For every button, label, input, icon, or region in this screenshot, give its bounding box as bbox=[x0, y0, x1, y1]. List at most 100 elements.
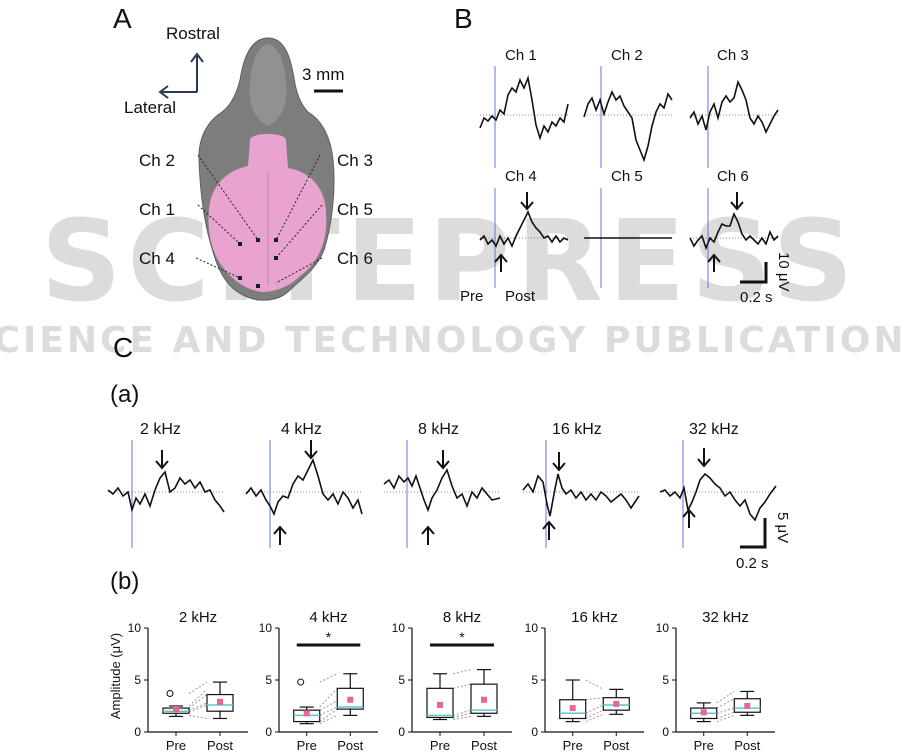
paired-line bbox=[452, 709, 472, 716]
x-tick-label: Pre bbox=[694, 738, 714, 753]
panel-c-a: 2 kHz 4 kHz 8 kHz 16 kHz 32 kHz bbox=[107, 421, 791, 572]
y-tick-label: 0 bbox=[134, 725, 141, 739]
box-plot-1: 4 kHz 0 5 10 Pre Post * bbox=[259, 609, 378, 753]
paired-line bbox=[716, 698, 735, 709]
ca-stimulus-lines bbox=[131, 440, 684, 548]
watermark-sub: SCIENCE AND TECHNOLOGY PUBLICATIONS bbox=[0, 320, 901, 361]
label-ch3: Ch 3 bbox=[337, 151, 373, 170]
panel-a: Rostral Lateral 3 mm Ch 2 Ch 3 Ch 1 Ch 5… bbox=[124, 24, 373, 301]
ca-title-2k: 2 kHz bbox=[140, 421, 181, 438]
mean-marker bbox=[217, 698, 223, 705]
paired-line bbox=[319, 714, 338, 725]
electrodes bbox=[238, 238, 278, 288]
b-trace-ch4 bbox=[479, 210, 569, 248]
box-plots: 2 kHz 0 5 10 Pre Post 4 kHz 0 5 10 Pre Post * 8 kHz 0 5… bbox=[128, 609, 775, 753]
label-ch4: Ch 4 bbox=[139, 249, 175, 268]
ca-trace-16k bbox=[522, 473, 640, 517]
paired-line bbox=[452, 683, 472, 689]
panel-label-a: A bbox=[113, 3, 132, 34]
mean-marker bbox=[481, 696, 487, 703]
b-trace-ch6 bbox=[689, 211, 779, 251]
watermark: SCITEPRESS SCIENCE AND TECHNOLOGY PUBLIC… bbox=[0, 197, 901, 361]
paired-line bbox=[585, 713, 604, 723]
mean-marker bbox=[744, 703, 751, 709]
mean-marker bbox=[347, 696, 354, 703]
outlier bbox=[297, 678, 305, 686]
panel-label-b: B bbox=[454, 3, 473, 34]
y-tick-label: 0 bbox=[662, 725, 669, 739]
ca-arrows bbox=[155, 440, 711, 545]
box-plot-title: 16 kHz bbox=[571, 609, 618, 626]
paired-line bbox=[716, 714, 735, 723]
y-tick-label: 5 bbox=[662, 673, 669, 687]
b-title-ch6: Ch 6 bbox=[717, 168, 749, 185]
paired-line bbox=[188, 704, 208, 713]
paired-line bbox=[188, 681, 208, 694]
b-title-ch2: Ch 2 bbox=[611, 47, 643, 64]
ca-trace-32k bbox=[659, 472, 777, 522]
panel-label-c: C bbox=[113, 332, 133, 363]
box-plot-4: 32 kHz 0 5 10 Pre Post bbox=[656, 609, 775, 753]
lateral-label: Lateral bbox=[124, 98, 176, 117]
box-plot-title: 8 kHz bbox=[443, 609, 481, 626]
ca-trace-2k bbox=[107, 470, 225, 513]
y-tick-label: 5 bbox=[531, 673, 538, 687]
x-tick-label: Post bbox=[734, 738, 760, 753]
x-tick-label: Post bbox=[471, 738, 497, 753]
box-plot-3: 16 kHz 0 5 10 Pre Post bbox=[525, 609, 644, 753]
x-tick-label: Pre bbox=[563, 738, 583, 753]
paired-line bbox=[319, 700, 338, 711]
b-trace-ch2 bbox=[583, 90, 673, 163]
electrode-leaders bbox=[195, 154, 323, 284]
paired-line bbox=[188, 688, 208, 707]
ca-scale-x: 0.2 s bbox=[736, 555, 769, 572]
paired-line bbox=[716, 711, 735, 719]
b-pre-label: Pre bbox=[460, 288, 483, 305]
y-tick-label: 0 bbox=[265, 725, 272, 739]
paired-line bbox=[319, 687, 338, 708]
rostral-arrowhead bbox=[190, 52, 204, 63]
paired-line bbox=[188, 702, 208, 711]
b-title-ch5: Ch 5 bbox=[611, 168, 643, 185]
ca-title-32k: 32 kHz bbox=[689, 421, 739, 438]
brain-image bbox=[208, 134, 327, 292]
ca-trace-8k bbox=[383, 468, 501, 513]
paired-line bbox=[188, 714, 208, 719]
x-tick-label: Post bbox=[337, 738, 363, 753]
mean-marker bbox=[613, 700, 620, 707]
box-plot-2: 8 kHz 0 5 10 Pre Post * bbox=[392, 609, 512, 753]
paired-line bbox=[585, 704, 604, 714]
electrode-ch2 bbox=[256, 238, 260, 242]
y-tick-label: 0 bbox=[398, 725, 405, 739]
electrode-ch3 bbox=[274, 238, 278, 242]
watermark-main: SCITEPRESS bbox=[41, 197, 860, 327]
y-tick-label: 10 bbox=[392, 621, 406, 635]
x-tick-label: Post bbox=[207, 738, 233, 753]
panel-label-ca: (a) bbox=[110, 381, 139, 408]
scale-label: 3 mm bbox=[302, 65, 345, 84]
paired-line bbox=[452, 715, 472, 721]
b-trace-ch1 bbox=[479, 75, 569, 141]
label-ch6: Ch 6 bbox=[337, 249, 373, 268]
b-arrows bbox=[494, 192, 744, 272]
significance-star: * bbox=[459, 629, 465, 645]
label-ch1: Ch 1 bbox=[139, 200, 175, 219]
ca-trace-4k bbox=[245, 457, 363, 517]
ca-title-4k: 4 kHz bbox=[281, 421, 322, 438]
paired-line bbox=[319, 673, 338, 683]
mean-marker bbox=[569, 705, 576, 712]
lateral-arrowhead bbox=[158, 85, 169, 99]
outlier bbox=[166, 690, 174, 698]
paired-line bbox=[716, 691, 735, 704]
box-plot-title: 4 kHz bbox=[309, 609, 347, 626]
significance-star: * bbox=[326, 629, 332, 645]
mean-marker bbox=[700, 709, 707, 716]
paired-line bbox=[585, 679, 604, 690]
y-tick-label: 10 bbox=[656, 621, 670, 635]
b-title-ch1: Ch 1 bbox=[505, 47, 537, 64]
skull-highlight bbox=[249, 44, 287, 126]
cb-ylabel: Amplitude (μV) bbox=[108, 633, 123, 719]
x-tick-label: Pre bbox=[297, 738, 317, 753]
electrode-ch1 bbox=[238, 242, 242, 246]
